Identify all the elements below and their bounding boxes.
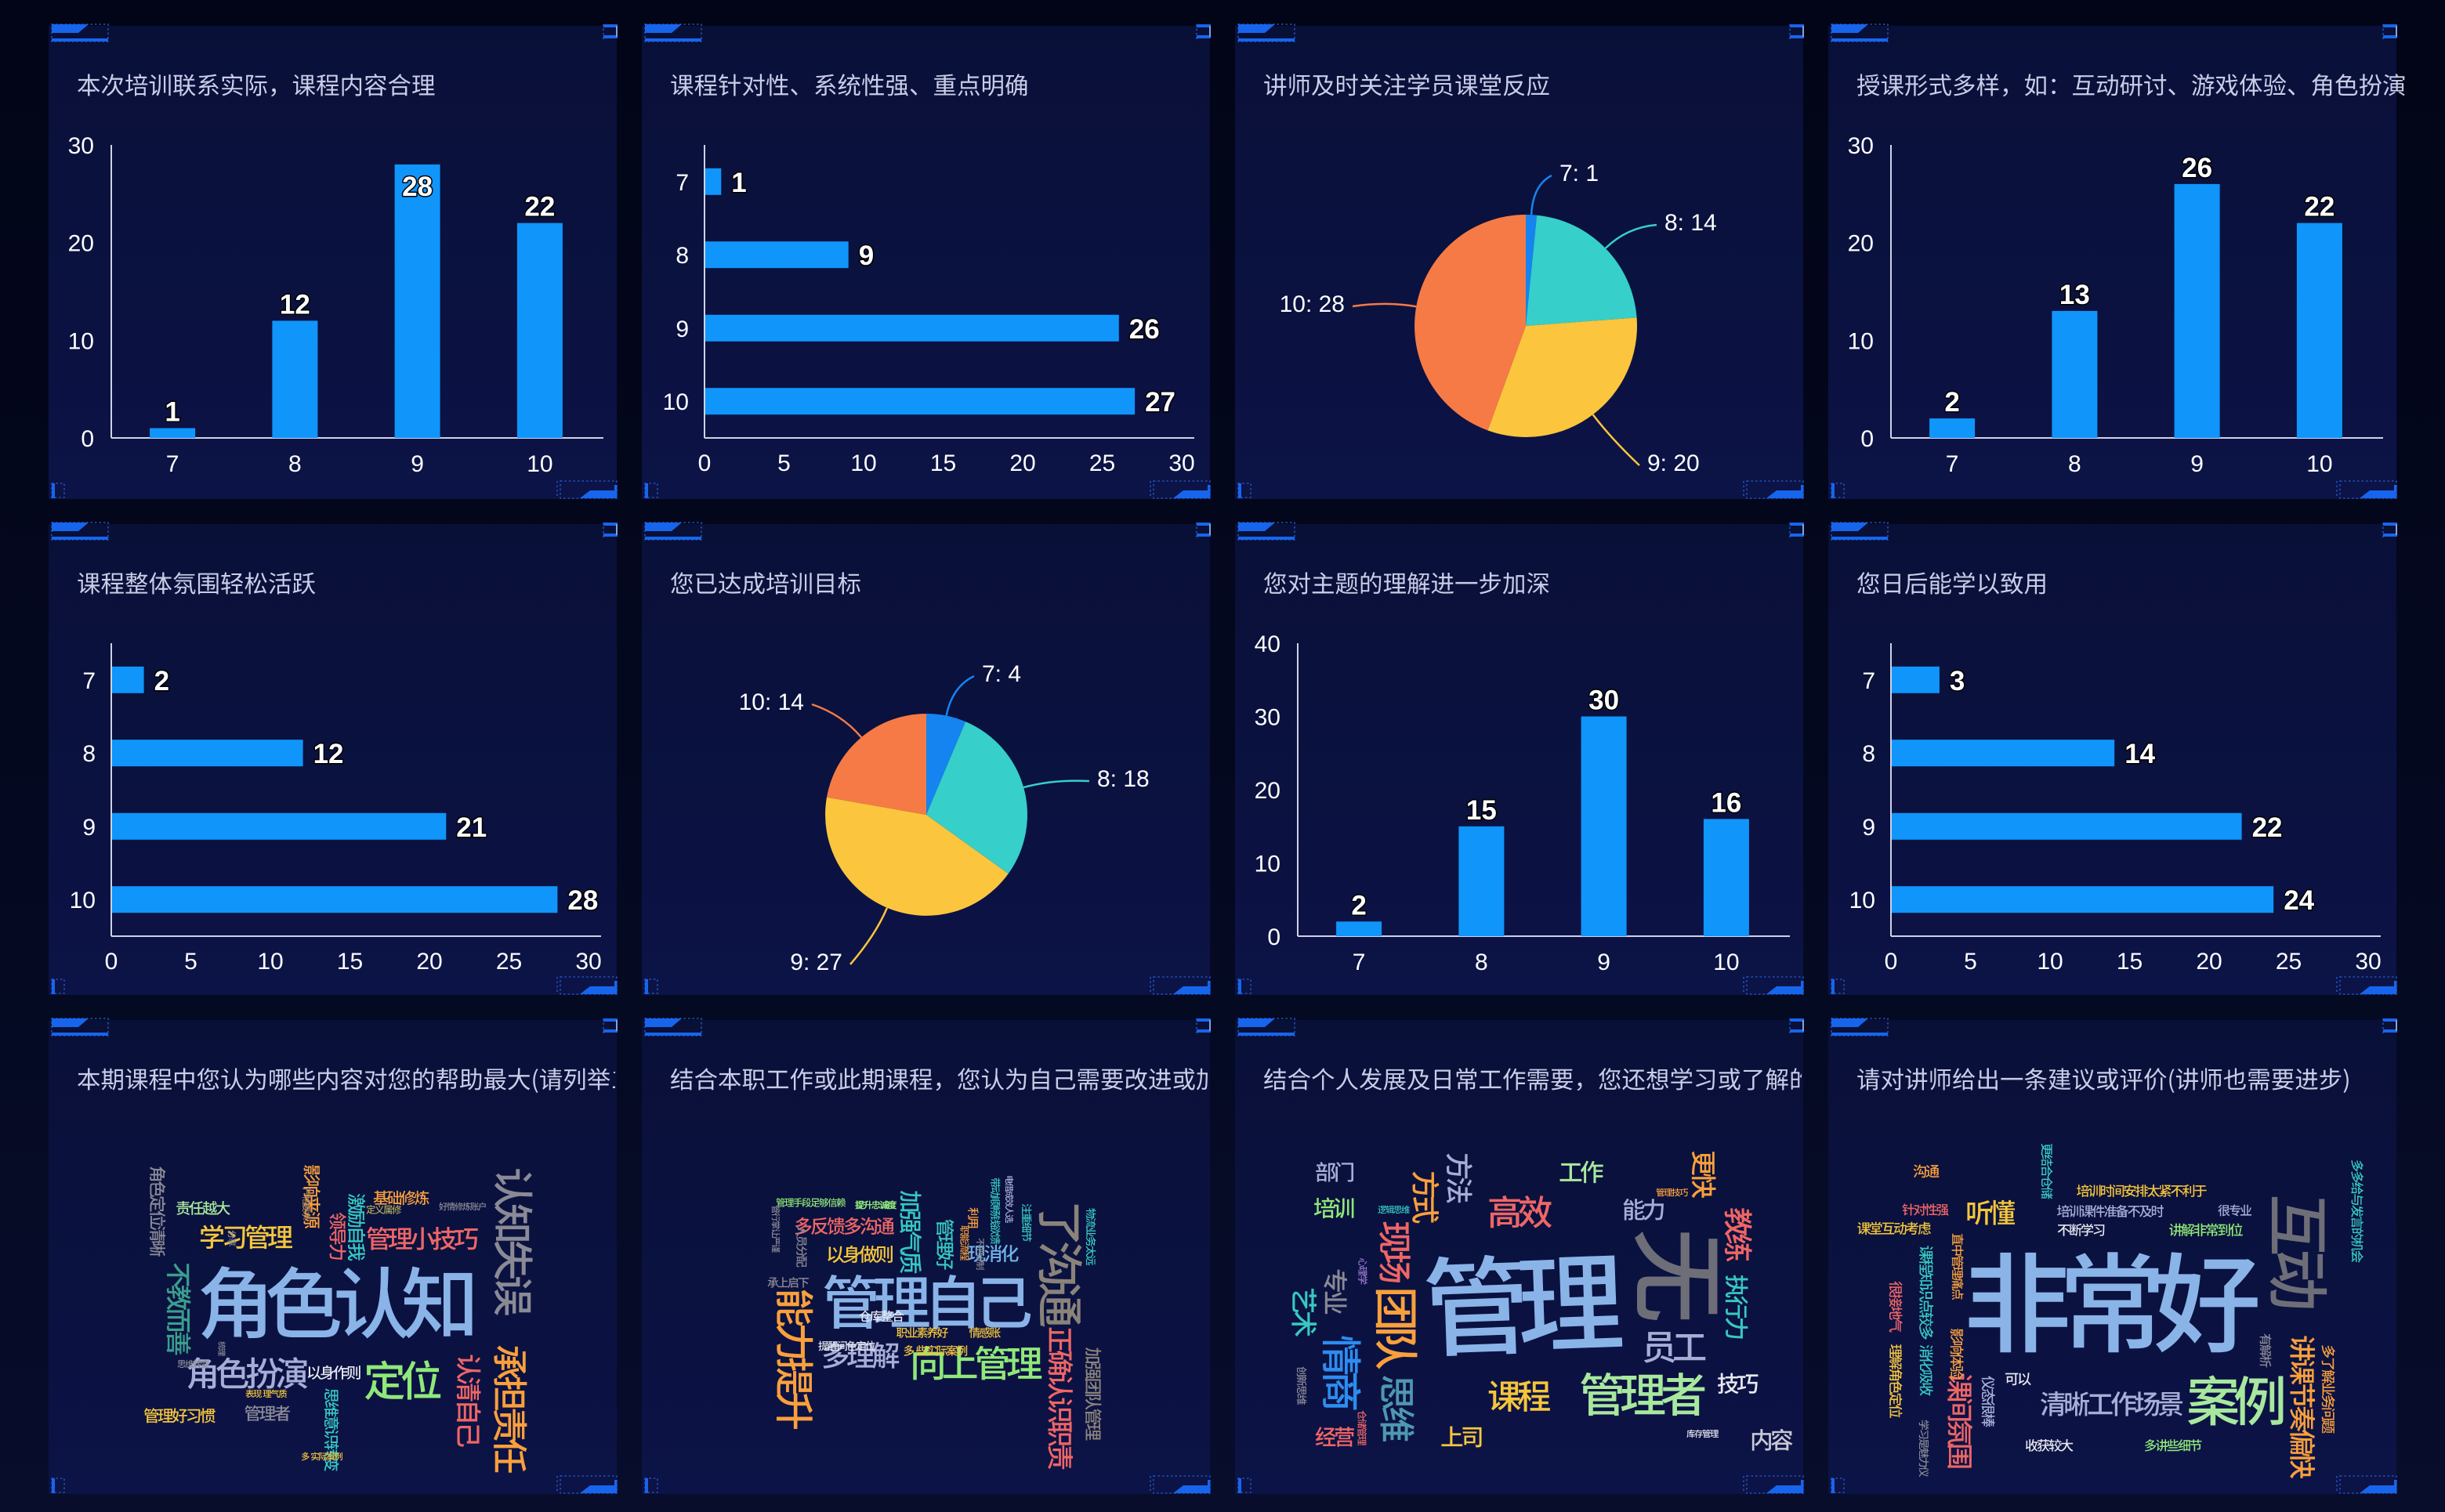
svg-text:20: 20 [2196,949,2222,975]
svg-text:10: 10 [2306,451,2332,477]
svg-text:10: 10 [1848,328,1874,354]
svg-text:30: 30 [1168,450,1194,476]
svg-text:5: 5 [1964,949,1977,975]
svg-text:7: 7 [1946,451,1959,477]
svg-text:13: 13 [2059,280,2090,310]
svg-text:15: 15 [337,949,363,975]
svg-text:10: 10 [527,451,552,477]
svg-text:30: 30 [1588,685,1619,716]
svg-text:25: 25 [1089,450,1115,476]
svg-text:8: 14: 8: 14 [1664,210,1717,236]
svg-text:26: 26 [2182,153,2212,183]
svg-text:3: 3 [1950,666,1965,696]
svg-text:25: 25 [496,949,522,975]
svg-text:10: 10 [1255,852,1280,877]
svg-text:10: 28: 10: 28 [1280,291,1345,317]
svg-text:20: 20 [68,231,94,257]
svg-text:14: 14 [2124,739,2155,769]
svg-text:0: 0 [1885,949,1898,975]
svg-text:26: 26 [1129,314,1160,345]
svg-text:7: 7 [676,170,689,196]
svg-text:12: 12 [313,739,344,769]
svg-text:15: 15 [1466,795,1497,826]
svg-text:2: 2 [154,666,169,696]
svg-text:8: 18: 8: 18 [1097,766,1150,792]
svg-text:10: 14: 10: 14 [739,689,804,715]
svg-text:8: 8 [676,243,689,269]
svg-text:22: 22 [2304,192,2335,222]
svg-text:21: 21 [456,812,487,843]
svg-text:40: 40 [1255,631,1280,657]
svg-text:10: 10 [70,888,96,913]
svg-text:9: 9 [411,451,424,477]
svg-text:2: 2 [1351,890,1366,921]
svg-text:7: 7 [166,451,179,477]
svg-text:9: 9 [676,317,689,342]
svg-text:9: 27: 9: 27 [790,950,842,975]
svg-text:7: 7 [82,668,96,694]
svg-text:24: 24 [2284,885,2314,916]
svg-text:2: 2 [1944,387,1959,418]
svg-text:9: 9 [1862,815,1875,841]
svg-text:20: 20 [416,949,442,975]
svg-text:10: 10 [663,389,689,415]
svg-text:30: 30 [1848,133,1874,159]
svg-text:8: 8 [2068,451,2081,477]
svg-text:0: 0 [1267,924,1280,950]
svg-text:0: 0 [698,450,712,476]
svg-text:10: 10 [850,450,876,476]
svg-text:15: 15 [930,450,956,476]
svg-text:10: 10 [1713,950,1739,975]
svg-text:10: 10 [2037,949,2063,975]
svg-text:20: 20 [1255,778,1280,804]
svg-text:0: 0 [105,949,118,975]
svg-text:8: 8 [288,451,302,477]
svg-text:10: 10 [1849,888,1875,913]
svg-text:27: 27 [1145,387,1175,418]
svg-text:28: 28 [567,885,598,916]
svg-text:7: 7 [1862,668,1875,694]
svg-text:0: 0 [81,426,94,452]
svg-text:1: 1 [165,397,179,428]
svg-text:9: 20: 9: 20 [1647,450,1700,476]
svg-text:8: 8 [1475,950,1488,975]
svg-text:7: 4: 7: 4 [982,661,1021,687]
svg-text:30: 30 [1255,705,1280,731]
svg-text:9: 9 [1597,950,1610,975]
svg-text:9: 9 [859,241,874,271]
svg-text:10: 10 [257,949,283,975]
svg-text:10: 10 [68,328,94,354]
svg-text:30: 30 [575,949,601,975]
svg-text:8: 8 [82,741,96,767]
svg-text:20: 20 [1009,450,1035,476]
svg-text:7: 7 [1353,950,1366,975]
svg-text:28: 28 [402,172,433,202]
svg-text:8: 8 [1862,741,1875,767]
svg-text:30: 30 [68,133,94,159]
svg-text:9: 9 [2190,451,2204,477]
svg-text:9: 9 [82,815,96,841]
svg-text:22: 22 [524,192,555,222]
svg-text:22: 22 [2252,812,2283,843]
svg-text:1: 1 [731,168,746,198]
svg-text:0: 0 [1860,426,1874,452]
svg-text:5: 5 [777,450,791,476]
svg-text:25: 25 [2276,949,2302,975]
svg-text:30: 30 [2355,949,2381,975]
svg-text:5: 5 [184,949,197,975]
svg-text:12: 12 [280,289,310,320]
svg-text:7: 1: 7: 1 [1559,161,1599,186]
svg-text:20: 20 [1848,231,1874,257]
svg-text:16: 16 [1711,787,1741,818]
svg-text:15: 15 [2117,949,2143,975]
